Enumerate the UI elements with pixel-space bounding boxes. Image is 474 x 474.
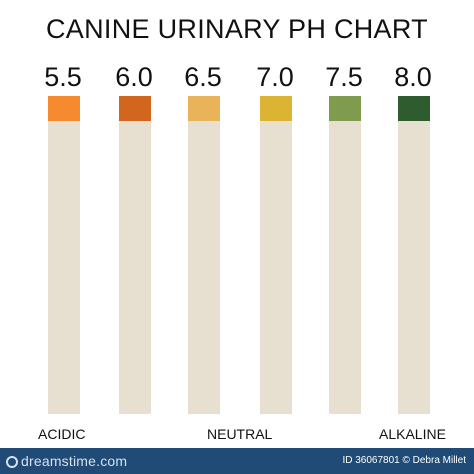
ph-value-6-0: 6.0 <box>115 62 153 92</box>
color-pad-8-0 <box>398 96 430 121</box>
test-strip-5-5 <box>48 96 80 414</box>
ph-value-5-5: 5.5 <box>44 62 82 92</box>
ph-value-7-5: 7.5 <box>325 62 363 92</box>
ph-value-7-0: 7.0 <box>256 62 294 92</box>
ph-value-8-0: 8.0 <box>394 62 432 92</box>
dreamstime-icon <box>6 456 18 468</box>
test-strip-6-5 <box>188 96 220 414</box>
image-credit: ID 36067801 © Debra Millet <box>342 455 466 466</box>
color-pad-6-5 <box>188 96 220 121</box>
watermark-footer: dreamstime.com ID 36067801 © Debra Mille… <box>0 448 474 474</box>
neutral-label: NEUTRAL <box>207 426 273 442</box>
color-pad-7-5 <box>329 96 361 121</box>
acidic-label: ACIDIC <box>38 426 86 442</box>
test-strip-7-0 <box>260 96 292 414</box>
color-pad-7-0 <box>260 96 292 121</box>
color-pad-5-5 <box>48 96 80 121</box>
brand-text: dreamstime.com <box>21 453 128 469</box>
alkaline-label: ALKALINE <box>379 426 446 442</box>
page-title: CANINE URINARY PH CHART <box>46 14 428 44</box>
brand-logo: dreamstime.com <box>6 453 127 469</box>
test-strip-7-5 <box>329 96 361 414</box>
test-strip-6-0 <box>119 96 151 414</box>
ph-value-6-5: 6.5 <box>184 62 222 92</box>
test-strip-8-0 <box>398 96 430 414</box>
color-pad-6-0 <box>119 96 151 121</box>
